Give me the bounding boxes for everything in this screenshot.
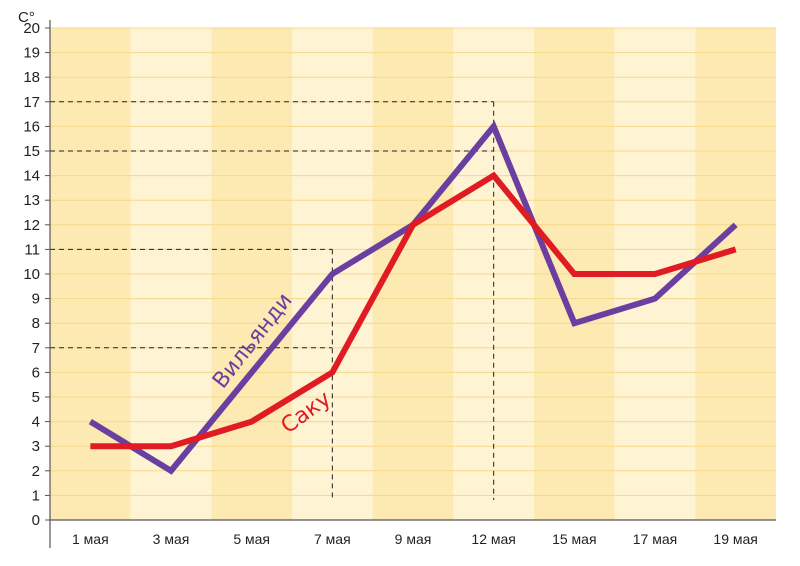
y-unit-label: C° (18, 9, 35, 26)
x-tick-label: 7 мая (314, 531, 351, 547)
y-tick-label: 4 (32, 414, 40, 431)
y-tick-label: 3 (32, 438, 40, 455)
y-tick-label: 9 (32, 291, 40, 308)
series-lines (88, 120, 738, 475)
x-axis: 1 мая 3 мая 5 мая 7 мая 9 мая 12 мая 15 мая 17 … (50, 519, 776, 547)
y-tick-label: 7 (32, 340, 40, 357)
y-tick-label: 2 (32, 463, 40, 480)
x-tick-label: 17 мая (633, 531, 677, 547)
y-tick-label: 10 (23, 266, 40, 283)
y-tick-label: 20 (23, 20, 40, 37)
y-tick-label: 0 (32, 512, 40, 529)
y-tick-label: 14 (23, 168, 40, 185)
x-tick-label: 5 мая (233, 531, 270, 547)
grid-lines (50, 27, 776, 496)
x-tick-label: 1 мая (72, 531, 109, 547)
y-tick-label: 13 (23, 192, 40, 209)
y-tick-label: 6 (32, 364, 40, 381)
reference-lines (50, 101, 495, 500)
y-tick-label: 17 (23, 94, 40, 111)
y-tick-label: 12 (23, 217, 40, 234)
y-tick-label: 18 (23, 69, 40, 86)
x-tick-label: 19 мая (713, 531, 757, 547)
series-line-1 (90, 171, 737, 450)
y-tick-label: 11 (24, 241, 40, 258)
y-tick-label: 19 (23, 45, 40, 62)
y-tick-label: 5 (32, 389, 40, 406)
x-tick-label: 3 мая (153, 531, 190, 547)
y-tick-label: 15 (23, 143, 40, 160)
x-tick-label: 15 мая (552, 531, 596, 547)
y-tick-label: 16 (23, 118, 40, 135)
x-tick-label: 9 мая (395, 531, 432, 547)
x-tick-label: 12 мая (471, 531, 515, 547)
y-tick-label: 8 (32, 315, 40, 332)
y-tick-label: 1 (32, 487, 40, 504)
